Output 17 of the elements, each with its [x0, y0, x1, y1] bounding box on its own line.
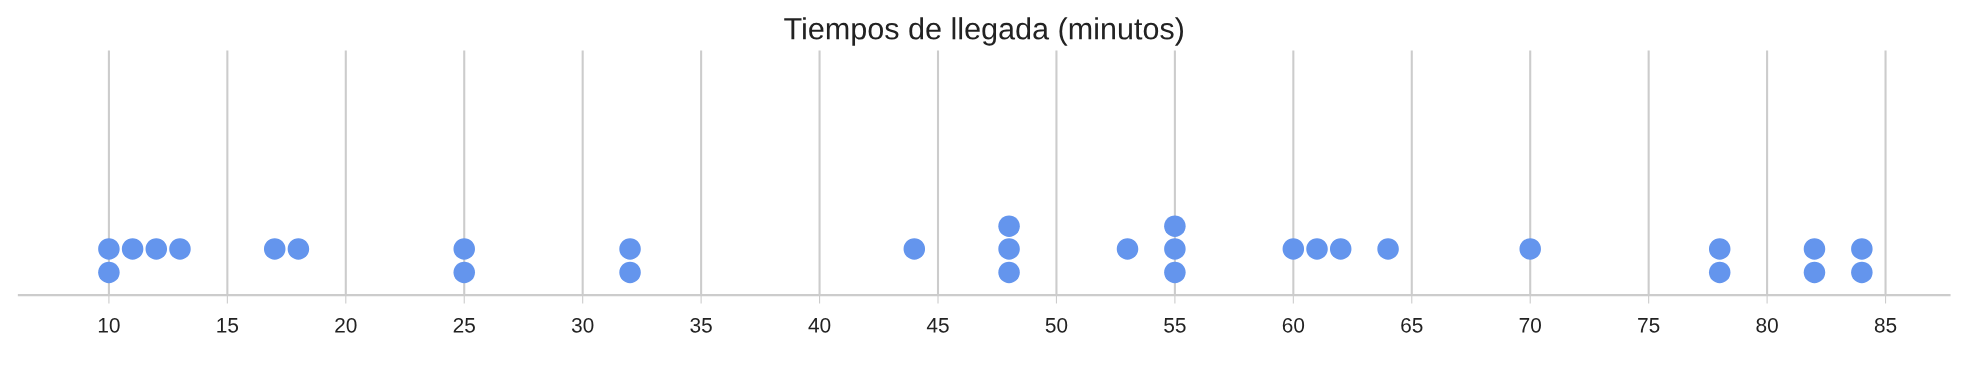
- x-tick-label: 85: [1874, 317, 1897, 333]
- x-tick-label: 40: [808, 317, 831, 333]
- x-tick-label: 25: [453, 317, 475, 333]
- x-tick-label: 65: [1401, 317, 1423, 333]
- x-tick-label: 80: [1756, 317, 1778, 333]
- x-tick-label: 60: [1282, 317, 1305, 333]
- x-tick-label: 55: [1164, 318, 1186, 333]
- x-tick-label: 75: [1638, 318, 1660, 333]
- x-tick-label: 35: [690, 317, 712, 333]
- x-tick-label: 10: [98, 317, 120, 333]
- x-tick-label: 70: [1519, 317, 1541, 333]
- x-tick-label: 45: [926, 318, 949, 333]
- chart-title: Tiempos de llegada (minutos): [784, 17, 1183, 46]
- x-tick-label: 50: [1045, 317, 1068, 333]
- x-tick-label: 30: [571, 317, 594, 333]
- x-tick-label: 15: [217, 318, 239, 333]
- x-tick-label: 20: [335, 317, 357, 333]
